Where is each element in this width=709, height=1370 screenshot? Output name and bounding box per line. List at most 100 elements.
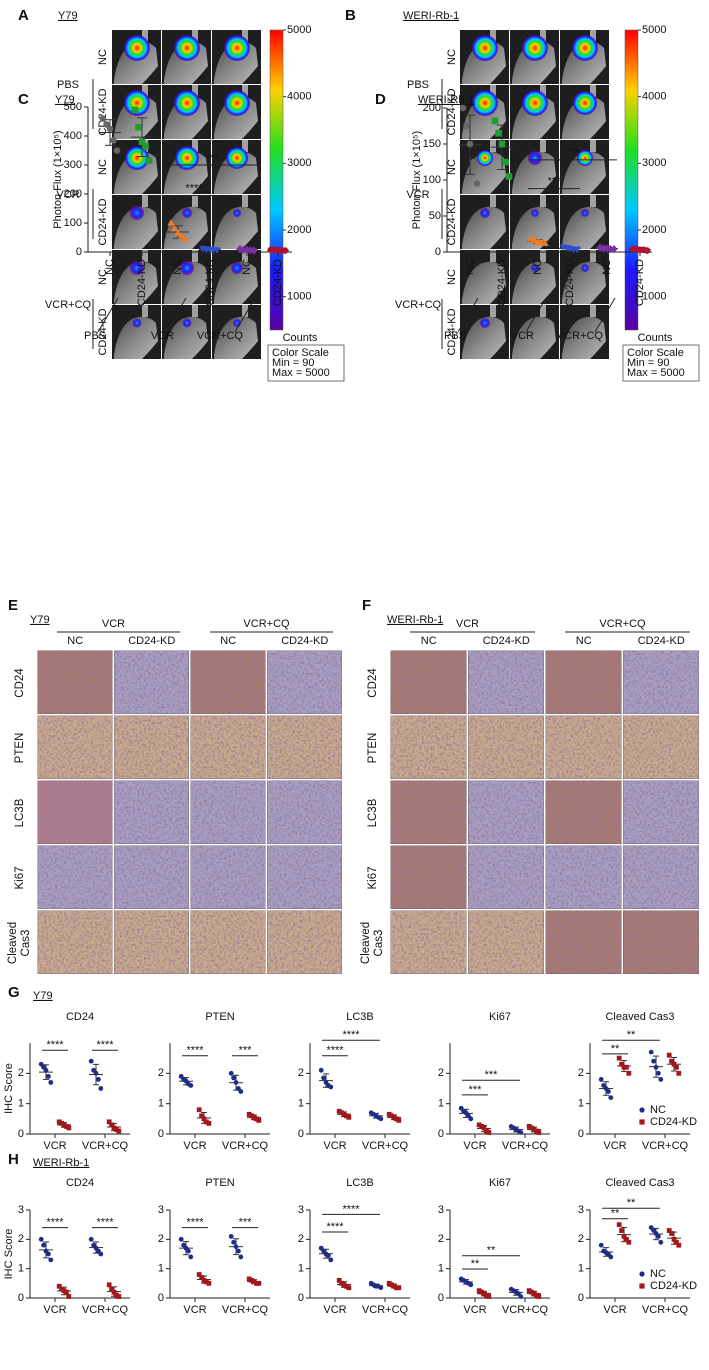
color-scale-box (622, 344, 700, 382)
signal (233, 209, 241, 217)
ihc-image (37, 715, 113, 780)
mouse-silhouette (164, 316, 208, 359)
data-point (468, 1282, 474, 1288)
data-point (473, 180, 481, 187)
signal (182, 208, 192, 218)
data-point (536, 1294, 542, 1299)
signal (226, 147, 248, 169)
y-tick-label: 0 (578, 1128, 584, 1140)
ihc-image (467, 780, 545, 845)
x-tick-label: VCR+CQ (642, 1140, 689, 1152)
y-tick-label: 1 (438, 1263, 444, 1275)
data-point (56, 1283, 62, 1289)
colorbar-tick-label: 3000 (642, 157, 666, 169)
data-point (43, 1067, 49, 1073)
legend-label: CD24-KD (650, 1280, 697, 1292)
y-tick-label: 100 (64, 217, 82, 229)
data-point (66, 1125, 72, 1131)
panel-title: Y79 (33, 990, 53, 1002)
y-tick-label: 1 (438, 1098, 444, 1110)
panel-letter: A (18, 7, 29, 24)
data-point (167, 219, 175, 226)
data-point (596, 243, 604, 252)
x-tick-label: VCR+CQ (82, 1304, 129, 1316)
data-point (666, 1052, 672, 1058)
ihc-image (266, 715, 343, 780)
data-point (238, 1089, 244, 1094)
condition-label: NC (67, 635, 83, 647)
y-tick-label: 0 (158, 1128, 164, 1140)
data-point (651, 1058, 656, 1064)
tail (590, 250, 596, 262)
data-point (328, 1257, 334, 1263)
y-tick-label: 2 (18, 1067, 24, 1079)
colorbar-unit: Counts (638, 332, 673, 344)
ihc-image (622, 650, 700, 715)
data-point (459, 104, 467, 112)
signal (472, 35, 498, 61)
panel-letter: H (8, 1151, 19, 1168)
x-tick-label: VCR+CQ (362, 1304, 409, 1316)
data-point (109, 1122, 114, 1128)
signal (528, 151, 542, 165)
group-label: VCR (511, 330, 534, 342)
data-point (56, 1119, 62, 1125)
group-label: PBS (407, 79, 429, 91)
data-point (98, 1086, 104, 1091)
significance-label: **** (342, 1029, 360, 1041)
group-slash (457, 297, 479, 333)
ihc-image (266, 650, 343, 715)
mouse-silhouette (512, 206, 556, 249)
chart-title: Ki67 (489, 1177, 511, 1189)
tail (142, 85, 148, 97)
ihc-image (390, 780, 467, 845)
data-point (106, 1282, 112, 1288)
colorbar (624, 29, 639, 331)
significance-label: ** (611, 1043, 620, 1055)
ihc-image (113, 845, 190, 910)
panel-title: WERI-Rb-1 (33, 1157, 89, 1169)
condition-label: NC (576, 635, 592, 647)
ihc-image (622, 780, 700, 845)
data-point (526, 1288, 532, 1294)
data-point (174, 229, 182, 236)
chart-title: LC3B (346, 1177, 374, 1189)
ihc-image (467, 845, 545, 910)
data-point (656, 1234, 661, 1239)
data-point (321, 1075, 326, 1081)
signal (180, 261, 194, 275)
y-tick-label: 100 (423, 174, 441, 186)
mouse-silhouette (114, 206, 158, 249)
data-point (228, 1070, 234, 1076)
data-point (607, 244, 614, 254)
data-point (643, 247, 651, 254)
data-point (648, 1049, 654, 1055)
legend-label: NC (650, 1104, 666, 1116)
data-point (498, 140, 506, 148)
data-point (463, 122, 470, 130)
data-point (199, 1113, 204, 1119)
tail (490, 195, 496, 207)
mouse-silhouette (562, 206, 606, 249)
tail (192, 30, 198, 42)
tail (590, 140, 596, 152)
mouse-silhouette (512, 151, 556, 194)
y-tick-label: 3 (438, 1204, 444, 1216)
ihc-image (113, 650, 190, 715)
group-label: PBS (84, 330, 106, 342)
group-label: VCR+CQ (395, 299, 442, 311)
x-tick-label: VCR+CQ (642, 1304, 689, 1316)
data-point (505, 173, 513, 180)
ihc-image (467, 715, 545, 780)
tail (192, 250, 198, 262)
mouse-silhouette (164, 261, 208, 304)
signal (231, 262, 243, 274)
ihc-image (37, 845, 113, 910)
tail (142, 30, 148, 42)
colorbar (269, 29, 284, 331)
signal (130, 261, 144, 275)
data-point (526, 1124, 532, 1129)
y-tick-label: 2 (158, 1233, 164, 1245)
y-tick-label: 1 (18, 1263, 24, 1275)
